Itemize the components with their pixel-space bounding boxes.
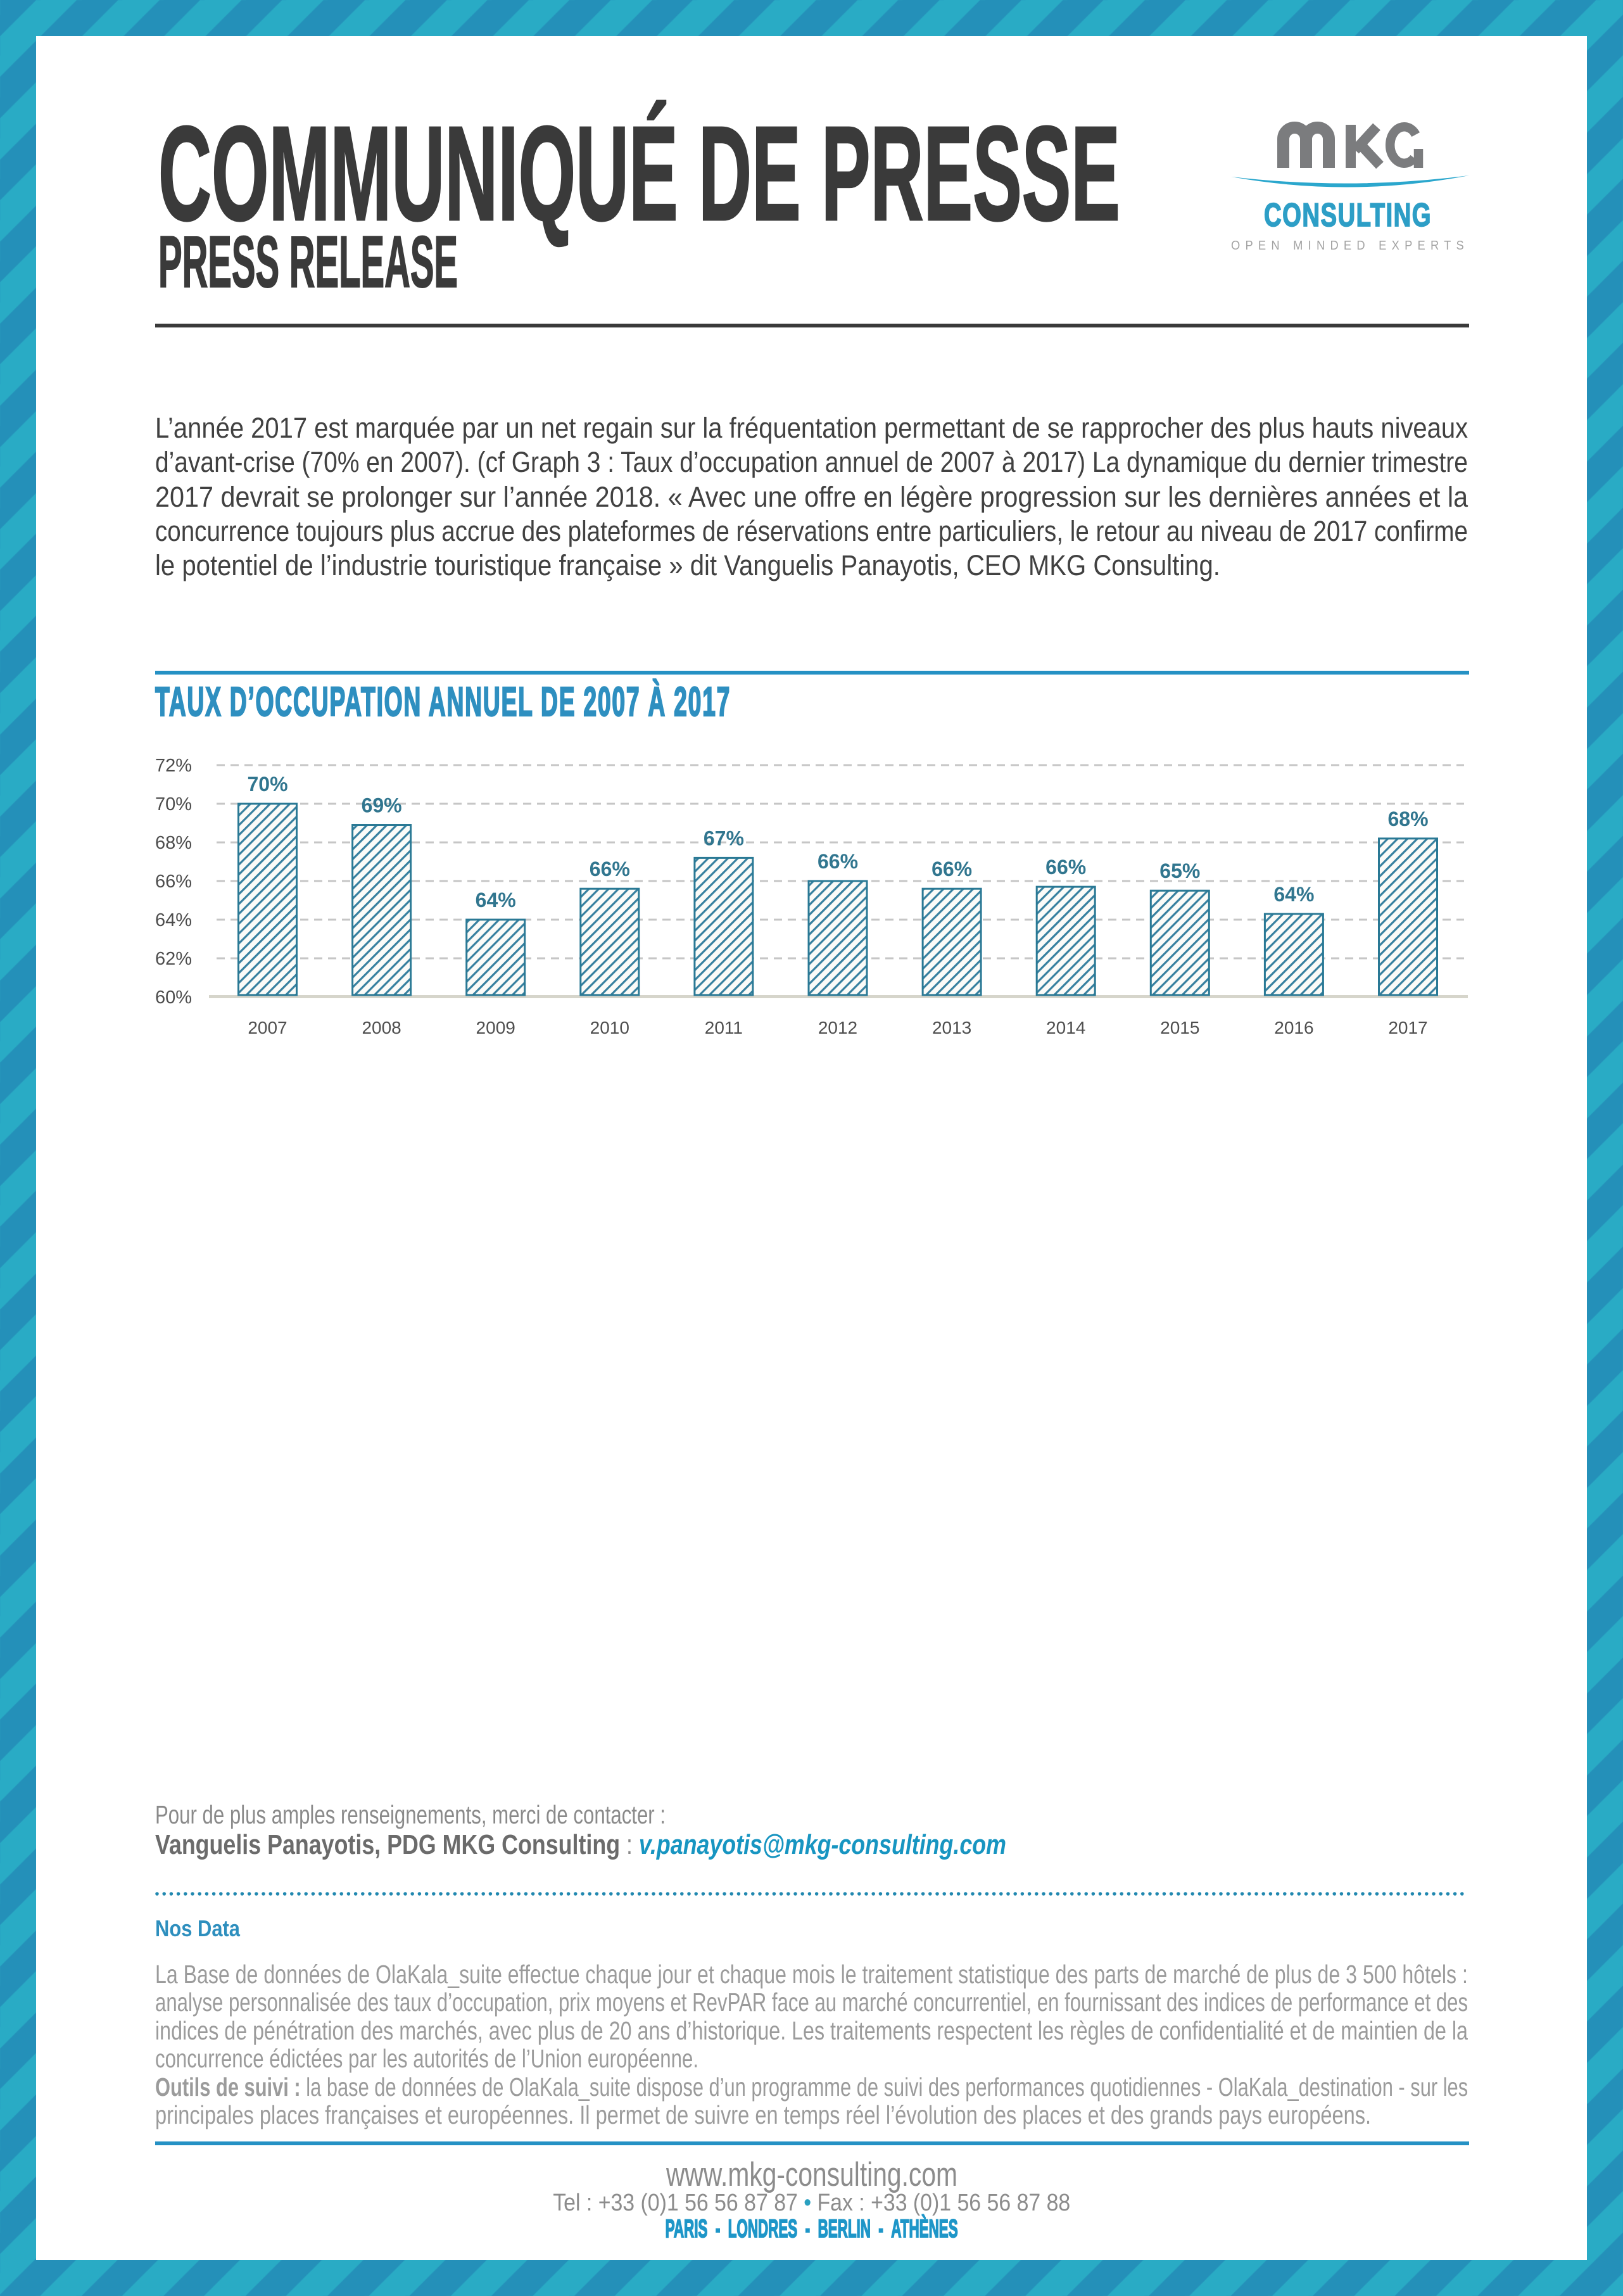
- svg-text:65%: 65%: [1159, 859, 1200, 882]
- svg-text:2013: 2013: [932, 1018, 971, 1037]
- svg-text:66%: 66%: [1045, 856, 1086, 878]
- svg-text:68%: 68%: [155, 833, 192, 853]
- svg-text:CONSULTING: CONSULTING: [1264, 197, 1432, 234]
- svg-text:2008: 2008: [362, 1018, 401, 1037]
- svg-text:2017: 2017: [1388, 1018, 1427, 1037]
- svg-text:2012: 2012: [818, 1018, 857, 1037]
- svg-text:66%: 66%: [818, 850, 858, 873]
- svg-text:OPEN MINDED EXPERTS: OPEN MINDED EXPERTS: [1231, 239, 1469, 253]
- svg-text:2014: 2014: [1046, 1018, 1085, 1037]
- svg-text:67%: 67%: [704, 827, 744, 849]
- svg-text:2009: 2009: [476, 1018, 515, 1037]
- svg-text:2011: 2011: [705, 1018, 743, 1037]
- svg-text:2010: 2010: [590, 1018, 629, 1037]
- svg-text:66%: 66%: [931, 858, 972, 880]
- svg-text:2015: 2015: [1160, 1018, 1199, 1037]
- svg-text:70%: 70%: [155, 794, 192, 815]
- svg-text:66%: 66%: [590, 858, 630, 880]
- svg-text:68%: 68%: [1387, 808, 1428, 830]
- svg-text:2007: 2007: [248, 1018, 287, 1037]
- svg-text:69%: 69%: [362, 794, 402, 817]
- svg-text:72%: 72%: [155, 756, 192, 776]
- svg-text:64%: 64%: [476, 889, 516, 911]
- svg-text:62%: 62%: [155, 949, 192, 969]
- svg-text:64%: 64%: [1273, 883, 1314, 906]
- svg-text:70%: 70%: [247, 773, 287, 796]
- svg-text:2016: 2016: [1274, 1018, 1313, 1037]
- svg-text:64%: 64%: [155, 910, 192, 930]
- svg-text:60%: 60%: [155, 987, 192, 1008]
- svg-text:66%: 66%: [155, 872, 192, 892]
